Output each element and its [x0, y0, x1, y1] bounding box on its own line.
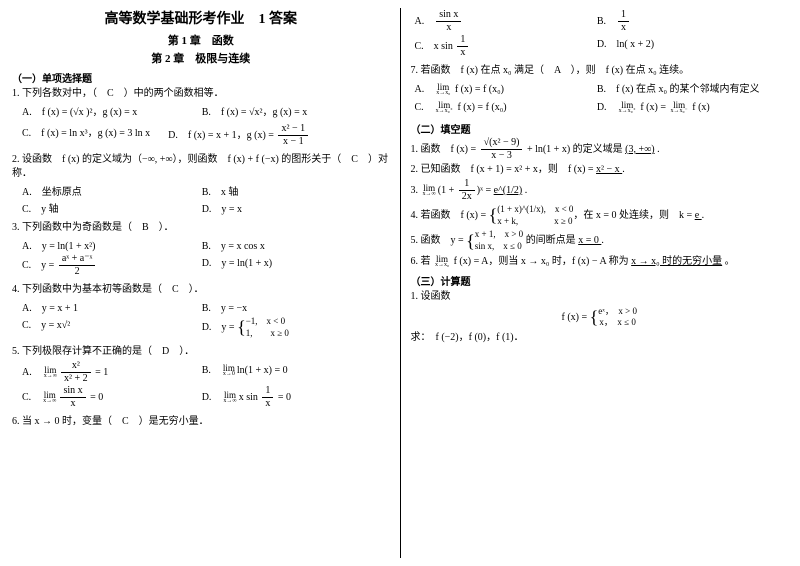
question-6: 6. 当 x → 0 时，变量（ C ）是无穷小量．: [12, 415, 390, 429]
f5-answer: x = 0: [578, 235, 601, 246]
question-3: 3. 下列函数中为奇函数是（ B ）．: [12, 221, 390, 235]
q3-options: A. y = ln(1 + x²) B. y = x cos x C. y = …: [22, 237, 390, 279]
question-4: 4. 下列函数中为基本初等函数是（ C ）．: [12, 283, 390, 297]
q2-opt-b: B. x 轴: [202, 183, 364, 198]
fill-3: 3. limx→∞(1 + 12x)ˣ = e^(1/2) .: [411, 179, 789, 202]
section-2-title: （二）填空题: [411, 121, 789, 136]
q4d-piecewise: {−1, x < 01, x ≥ 0: [237, 316, 289, 339]
q2-opt-d: D. y = x: [202, 200, 364, 215]
f3-answer: e^(1/2): [494, 185, 523, 196]
q2-opt-a: A. 坐标原点: [22, 183, 184, 198]
q2-options: A. 坐标原点 B. x 轴 C. y 轴 D. y = x: [22, 183, 390, 217]
q3-opt-d: D. y = ln(1 + x): [202, 254, 364, 277]
q3c-frac: aˣ + a⁻ˣ2: [59, 254, 96, 277]
fill-4: 4. 若函数 f (x) = {(1 + x)^(1/x), x < 0x + …: [411, 204, 789, 227]
f4-answer: e: [695, 210, 702, 221]
f2-answer: x² − x: [596, 164, 622, 175]
q3-opt-b: B. y = x cos x: [202, 237, 364, 252]
calc-1-question: 求： f (−2)，f (0)，f (1)．: [411, 331, 789, 345]
q5-opt-d: D. limx→∞x sin 1x = 0: [202, 386, 364, 409]
q1-options: A. f (x) = (√x )²，g (x) = x B. f (x) = √…: [22, 103, 390, 120]
q4-opt-a: A. y = x + 1: [22, 299, 184, 314]
q5-opt-a: A. limx→∞x²x² + 2 = 1: [22, 361, 184, 384]
q7-opt-b: B. f (x) 在点 x₀ 的某个邻域内有定义: [597, 80, 761, 96]
q7-options: A. limx→x₀ f (x) = f (x₀) B. f (x) 在点 x₀…: [415, 80, 789, 117]
question-7: 7. 若函数 f (x) 在点 x₀ 满足（ A ），则 f (x) 在点 x₀…: [411, 64, 789, 78]
question-5: 5. 下列极限存计算不正确的是（ D ）．: [12, 345, 390, 359]
q7-opt-a: A. limx→x₀ f (x) = f (x₀): [415, 80, 579, 96]
q5-opt-c: C. limx→∞sin xx = 0: [22, 386, 184, 409]
q6-opt-c: C. x sin 1x: [415, 35, 579, 58]
fill-5: 5. 函数 y = {x + 1, x > 0sin x, x ≤ 0 的间断点…: [411, 229, 789, 252]
q4-options: A. y = x + 1 B. y = −x C. y = x√² D. y =…: [22, 299, 390, 341]
right-column: A. sin xx B. 1x C. x sin 1x D. ln( x + 2…: [411, 8, 789, 558]
section-1-title: （一）单项选择题: [12, 70, 390, 85]
q4-opt-b: B. y = −x: [202, 299, 364, 314]
main-title: 高等数学基础形考作业 1 答案: [12, 8, 390, 28]
q1d-label: D. f (x) = x + 1，g (x) =: [168, 130, 276, 141]
q1-opt-d: D. f (x) = x + 1，g (x) = x² − 1x − 1: [168, 124, 310, 147]
f6-answer: x → x₀ 时的无穷小量: [631, 256, 722, 267]
fill-1: 1. 函数 f (x) = √(x² − 9)x − 3 + ln(1 + x)…: [411, 138, 789, 161]
q4-opt-d: D. y = {−1, x < 01, x ≥ 0: [202, 316, 364, 339]
q6-options: A. sin xx B. 1x C. x sin 1x D. ln( x + 2…: [415, 10, 789, 60]
calc-1-func: f (x) = {eˣ， x > 0x， x ≤ 0: [411, 306, 789, 329]
chapter-1: 第 1 章 函数: [12, 32, 390, 48]
q1d-frac: x² − 1x − 1: [278, 124, 308, 147]
q1-options-2: C. f (x) = ln x³，g (x) = 3 ln x D. f (x)…: [22, 124, 390, 149]
q7-opt-d: D. limx→x₀⁺ f (x) = limx→x₀⁻ f (x): [597, 98, 761, 114]
q3-opt-a: A. y = ln(1 + x²): [22, 237, 184, 252]
q5-options: A. limx→∞x²x² + 2 = 1 B. limx→0ln(1 + x)…: [22, 361, 390, 411]
q4-opt-c: C. y = x√²: [22, 316, 184, 339]
question-1: 1. 下列各数对中，（ C ）中的两个函数相等．: [12, 87, 390, 101]
left-column: 高等数学基础形考作业 1 答案 第 1 章 函数 第 2 章 极限与连续 （一）…: [12, 8, 390, 558]
q3c-label: C. y =: [22, 260, 57, 271]
q5-opt-b: B. limx→0ln(1 + x) = 0: [202, 361, 364, 384]
q7-opt-c: C. limx→x₀⁺ f (x) = f (x₀): [415, 98, 579, 114]
section-3-title: （三）计算题: [411, 273, 789, 288]
q6-opt-a: A. sin xx: [415, 10, 579, 33]
q6-opt-d: D. ln( x + 2): [597, 35, 761, 58]
q4d-label: D. y =: [202, 322, 237, 333]
q1-opt-b: B. f (x) = √x²，g (x) = x: [202, 103, 364, 118]
fill-6: 6. 若 limx→x₀ f (x) = A，则当 x → x₀ 时，f (x)…: [411, 255, 789, 269]
q3-opt-c: C. y = aˣ + a⁻ˣ2: [22, 254, 184, 277]
q6-opt-b: B. 1x: [597, 10, 761, 33]
q2-opt-c: C. y 轴: [22, 200, 184, 215]
column-divider: [400, 8, 401, 558]
q1-opt-a: A. f (x) = (√x )²，g (x) = x: [22, 103, 184, 118]
question-2: 2. 设函数 f (x) 的定义域为（−∞, +∞），则函数 f (x) + f…: [12, 153, 390, 181]
fill-2: 2. 已知函数 f (x + 1) = x² + x，则 f (x) = x² …: [411, 163, 789, 177]
calc-1: 1. 设函数: [411, 290, 789, 304]
f1-answer: (3, +∞): [625, 144, 654, 155]
q1-opt-c: C. f (x) = ln x³，g (x) = 3 ln x: [22, 124, 150, 147]
chapter-2: 第 2 章 极限与连续: [12, 50, 390, 66]
